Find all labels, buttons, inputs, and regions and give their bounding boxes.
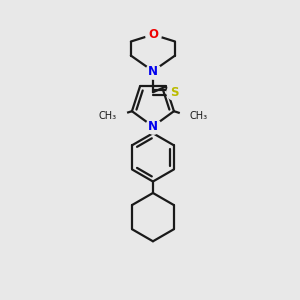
Text: CH₃: CH₃ [98,111,116,121]
Text: O: O [148,28,158,41]
Text: N: N [148,64,158,78]
Text: N: N [148,120,158,133]
Text: S: S [170,86,178,99]
Text: CH₃: CH₃ [189,111,208,121]
